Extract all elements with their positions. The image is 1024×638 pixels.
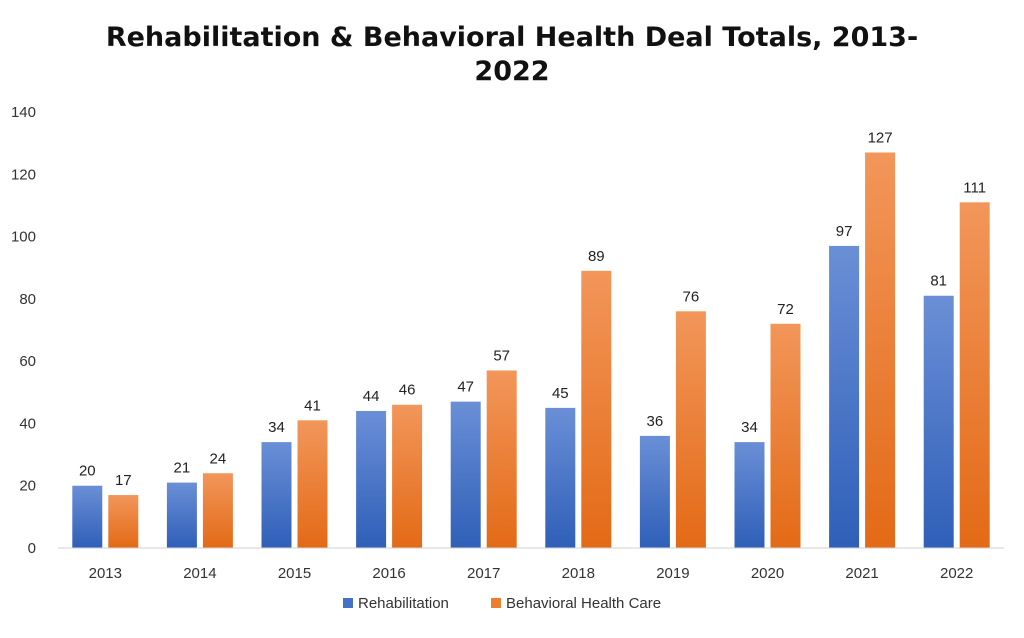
data-label: 76: [683, 288, 700, 305]
bar-behavioral-health-care: [959, 202, 990, 549]
bar-behavioral-health-care: [770, 323, 801, 548]
y-tick-label: 20: [19, 478, 36, 495]
x-tick-label: 2019: [656, 565, 689, 582]
bar-rehabilitation: [261, 442, 292, 548]
x-tick-label: 2021: [845, 565, 878, 582]
y-axis: 0 20 40 60 80 100 120 140: [11, 104, 36, 557]
data-label: 72: [777, 301, 794, 318]
data-label: 97: [836, 223, 853, 240]
bar-behavioral-health-care: [675, 311, 706, 548]
y-tick-label: 120: [11, 166, 36, 183]
bar-rehabilitation: [639, 435, 670, 548]
legend: Rehabilitation Behavioral Health Care: [343, 595, 661, 612]
legend-swatch: [491, 598, 501, 608]
y-tick-label: 80: [19, 291, 36, 308]
y-tick-label: 100: [11, 229, 36, 246]
data-label: 57: [493, 347, 510, 364]
x-tick-label: 2016: [372, 565, 405, 582]
y-tick-label: 140: [11, 104, 36, 121]
bar-behavioral-health-care: [865, 152, 896, 548]
x-tick-label: 2020: [751, 565, 784, 582]
bar-rehabilitation: [356, 410, 387, 548]
data-label: 17: [115, 472, 132, 489]
bar-rehabilitation: [72, 485, 103, 548]
legend-label: Behavioral Health Care: [506, 595, 661, 612]
chart-title-line-2: 2022: [474, 56, 549, 87]
bar-rehabilitation: [450, 401, 481, 548]
bar-behavioral-health-care: [392, 404, 423, 548]
data-label: 24: [210, 450, 227, 467]
legend-swatch: [343, 598, 353, 608]
bars-group: 20 21 34 44 47 45 36 34 97 81 17 24 41 46 57 89 76 72 127 1…: [72, 129, 990, 549]
x-tick-label: 2022: [940, 565, 973, 582]
data-label: 89: [588, 248, 605, 265]
data-label: 21: [174, 460, 191, 477]
bar-rehabilitation: [923, 295, 954, 548]
data-label: 111: [963, 179, 986, 196]
data-label: 81: [930, 273, 947, 290]
data-label: 41: [304, 397, 321, 414]
x-axis: 2013 2014 2015 2016 2017 2018 2019 2020 2021 2022: [58, 547, 1004, 582]
bar-rehabilitation: [166, 482, 197, 548]
data-label: 20: [79, 463, 96, 480]
data-label: 36: [647, 413, 664, 430]
x-tick-label: 2014: [183, 565, 216, 582]
x-tick-label: 2017: [467, 565, 500, 582]
x-tick-label: 2018: [562, 565, 595, 582]
bar-rehabilitation: [734, 442, 765, 548]
bar-behavioral-health-care: [202, 473, 233, 548]
y-tick-label: 0: [28, 540, 36, 557]
bar-rehabilitation: [829, 245, 860, 548]
data-label: 34: [741, 419, 758, 436]
data-label: 44: [363, 388, 380, 405]
bar-rehabilitation: [545, 407, 576, 548]
data-label: 127: [868, 129, 893, 146]
legend-label: Rehabilitation: [358, 595, 449, 612]
data-label: 34: [268, 419, 285, 436]
bar-behavioral-health-care: [486, 370, 517, 548]
bar-behavioral-health-care: [108, 495, 139, 548]
data-label: 47: [457, 379, 474, 396]
data-label: 46: [399, 382, 416, 399]
chart-title-line-1: Rehabilitation & Behavioral Health Deal …: [106, 22, 918, 53]
y-tick-label: 40: [19, 415, 36, 432]
x-tick-label: 2015: [278, 565, 311, 582]
data-label: 45: [552, 385, 569, 402]
bar-behavioral-health-care: [581, 270, 612, 548]
x-tick-label: 2013: [89, 565, 122, 582]
bar-behavioral-health-care: [297, 420, 328, 548]
y-tick-label: 60: [19, 353, 36, 370]
